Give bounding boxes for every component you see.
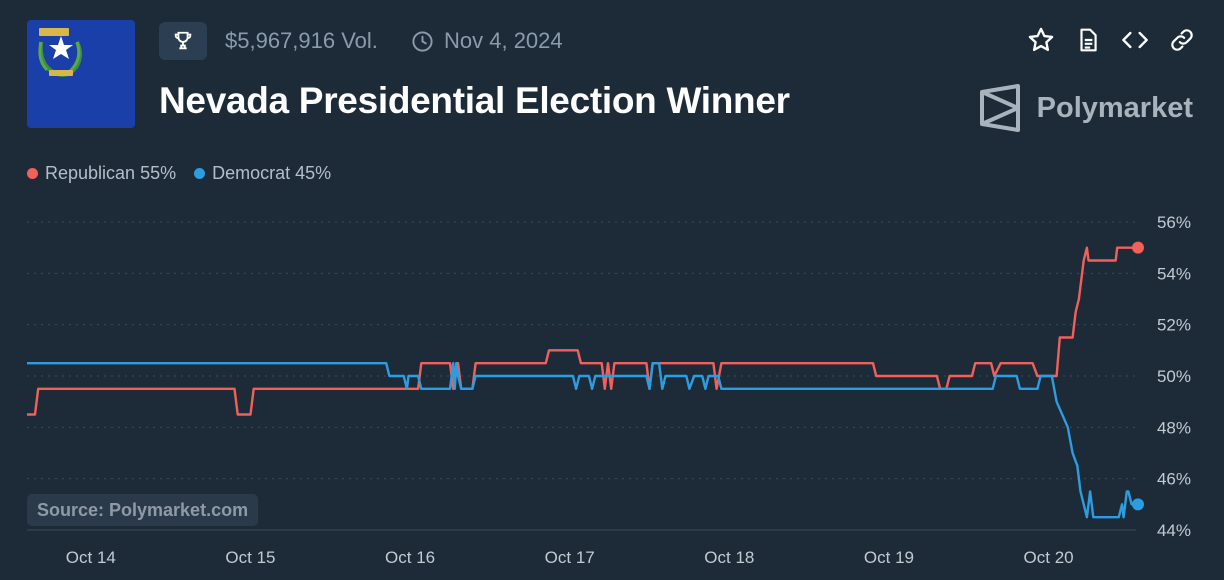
x-tick-label: Oct 14 — [66, 548, 116, 567]
source-label: Source: Polymarket.com — [27, 494, 259, 526]
x-tick-label: Oct 20 — [1024, 548, 1074, 567]
polymarket-brand: Polymarket — [979, 84, 1193, 132]
star-icon — [1028, 27, 1054, 52]
code-icon — [1122, 31, 1148, 49]
legend-item-republican: Republican 55% — [27, 163, 176, 184]
y-tick-label: 50% — [1157, 367, 1191, 386]
date-text: Nov 4, 2024 — [444, 28, 563, 53]
nevada-seal-icon — [38, 28, 82, 77]
x-tick-label: Oct 19 — [864, 548, 914, 567]
series-endpoint-republican[interactable] — [1132, 241, 1144, 254]
clock-icon — [412, 30, 433, 52]
action-bar — [1027, 26, 1196, 54]
end-date: Nov 4, 2024 — [411, 28, 563, 54]
favorite-button[interactable] — [1027, 26, 1055, 54]
trophy-icon — [174, 31, 192, 50]
copy-link-button[interactable] — [1168, 26, 1196, 54]
democrat-dot-icon — [194, 168, 206, 179]
volume-text: $5,967,916 Vol. — [225, 28, 378, 53]
y-tick-label: 52% — [1157, 316, 1191, 335]
rules-button[interactable] — [1074, 26, 1102, 54]
x-tick-label: Oct 15 — [225, 548, 275, 567]
polymarket-logo-icon — [979, 84, 1020, 132]
y-tick-label: 56% — [1157, 213, 1191, 232]
legend-item-democrat: Democrat 45% — [194, 163, 331, 184]
x-tick-label: Oct 16 — [385, 548, 435, 567]
y-tick-label: 54% — [1157, 264, 1191, 283]
nevada-flag — [27, 20, 135, 128]
x-tick-label: Oct 17 — [545, 548, 595, 567]
y-tick-label: 46% — [1157, 470, 1191, 489]
chart-legend: Republican 55% Democrat 45% — [27, 163, 331, 184]
y-tick-label: 44% — [1157, 521, 1191, 540]
page-title: Nevada Presidential Election Winner — [159, 80, 790, 121]
trophy-badge[interactable] — [159, 22, 207, 60]
brand-name: Polymarket — [1036, 91, 1193, 124]
series-endpoint-democrat[interactable] — [1132, 498, 1144, 511]
series-line-democrat — [27, 362, 1138, 519]
x-tick-label: Oct 18 — [704, 548, 754, 567]
x-axis-ticks: Oct 14 Oct 15 Oct 16 Oct 17 Oct 18 Oct 19 Oct … — [66, 548, 1074, 567]
chart-series — [27, 241, 1144, 519]
document-icon — [1080, 28, 1097, 52]
y-axis-ticks: 56% 54% 52% 50% 48% 46% 44% — [1157, 213, 1191, 540]
republican-dot-icon — [27, 168, 38, 179]
y-tick-label: 48% — [1157, 418, 1191, 437]
embed-button[interactable] — [1121, 26, 1149, 54]
legend-republican-label: Republican 55% — [45, 163, 177, 183]
link-icon — [1171, 29, 1193, 51]
legend-democrat-label: Democrat 45% — [212, 163, 332, 183]
